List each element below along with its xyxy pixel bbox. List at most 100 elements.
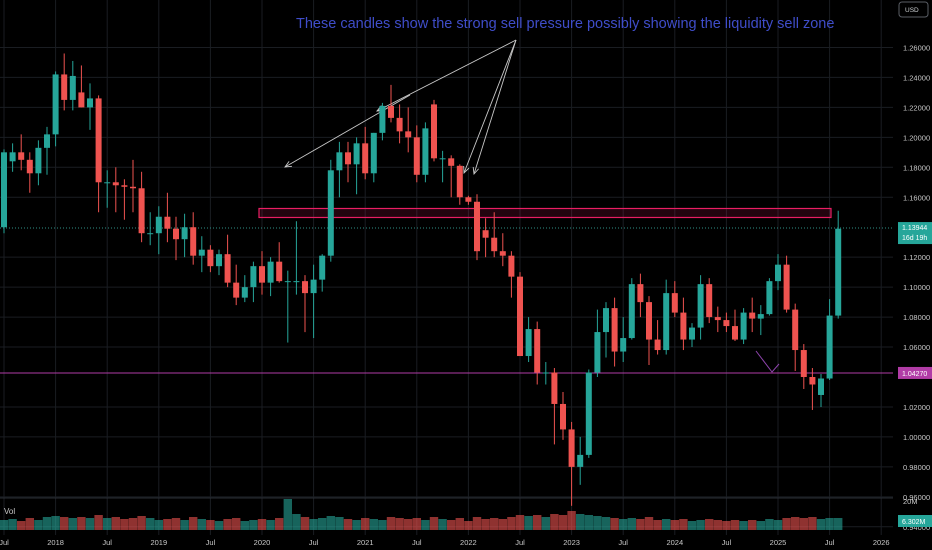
x-tick-label: Jul: [309, 538, 319, 547]
candle-body: [835, 228, 842, 316]
candle-body: [164, 216, 171, 229]
y-tick-label: 1.22000: [903, 103, 930, 112]
y-tick-label: 1.20000: [903, 133, 930, 142]
candle-body: [130, 186, 136, 189]
volume-bar: [765, 519, 774, 530]
candle-body: [525, 329, 532, 357]
volume-bar: [51, 516, 60, 530]
x-tick-label: 2021: [357, 538, 374, 547]
candle-body: [224, 254, 231, 283]
candle-body: [121, 185, 128, 187]
candle-body: [654, 339, 661, 351]
candle-body: [293, 281, 300, 283]
x-tick-label: 2020: [254, 538, 271, 547]
y-tick-label: 1.12000: [903, 253, 930, 262]
candle-body: [78, 92, 85, 108]
volume-bar: [799, 518, 808, 530]
candle-body: [413, 137, 420, 175]
candle-body: [370, 132, 377, 174]
volume-bar: [739, 521, 748, 530]
candle-body: [112, 182, 119, 186]
volume-bar: [438, 519, 447, 530]
y-tick-label: 1.24000: [903, 73, 930, 82]
candle-body: [362, 143, 369, 174]
y-axis: 1.26000 1.24000 1.22000 1.20000 1.18000 1.160…: [903, 43, 930, 531]
candle-body: [585, 372, 592, 455]
volume-bar: [464, 521, 473, 530]
candle-body: [431, 104, 437, 159]
volume-bar: [748, 520, 757, 530]
y-tick-label: 1.10000: [903, 283, 930, 292]
y-tick-label: 1.00000: [903, 433, 930, 442]
y-tick-label: 0.94000: [903, 523, 930, 532]
x-tick-label: 2023: [563, 538, 580, 547]
candle-body: [818, 378, 824, 395]
candle-body: [568, 429, 575, 467]
volume-bar: [834, 518, 843, 530]
volume-bar: [644, 517, 654, 530]
candle-body: [388, 105, 394, 118]
candle-body: [336, 152, 343, 171]
volume-bar: [670, 520, 679, 530]
candle-body: [52, 74, 59, 135]
candle-body: [319, 255, 326, 280]
candle-body: [706, 284, 713, 318]
candle-body: [104, 182, 111, 184]
volume-bar: [283, 499, 292, 530]
candle-body: [18, 152, 25, 160]
volume-bar: [550, 514, 559, 530]
volume-bar: [808, 517, 817, 530]
candle-body: [233, 282, 240, 298]
volume-bar: [378, 520, 387, 530]
candle-body: [714, 317, 721, 321]
annotation-arrow-line: [473, 39, 517, 175]
volume-bar: [0, 520, 9, 530]
candle-body: [26, 159, 33, 174]
volume-bar: [206, 520, 215, 530]
y-tick-label: 0.98000: [903, 463, 930, 472]
currency-button[interactable]: USD: [898, 1, 929, 18]
candle-body: [740, 312, 747, 340]
candle-body: [173, 228, 179, 240]
candle-body: [422, 128, 429, 175]
currency-button-box[interactable]: [898, 1, 929, 18]
volume-value-tag: [898, 515, 932, 527]
x-tick-label: Jul: [412, 538, 422, 547]
volume-bar: [490, 518, 499, 530]
annotation-arrow-head: [472, 166, 479, 176]
candle-body: [241, 287, 248, 298]
last-price-countdown: 16d 19h: [902, 235, 927, 242]
volume-bar: [524, 516, 533, 530]
candle-body: [198, 249, 205, 256]
x-tick-label: Jul: [722, 538, 732, 547]
volume-bar: [60, 517, 69, 530]
candle-body: [508, 255, 515, 277]
x-tick-label: 2025: [770, 538, 787, 547]
volume-bar: [447, 520, 456, 530]
volume-bar: [335, 517, 344, 530]
volume-bar: [292, 514, 301, 530]
sell-zone-rectangle[interactable]: [258, 207, 832, 219]
candle-body: [259, 266, 265, 283]
candle-body: [138, 188, 145, 234]
volume-bar: [326, 516, 335, 530]
volume-bar: [541, 517, 550, 530]
sell-zone[interactable]: [258, 207, 832, 219]
volume-bar: [791, 517, 800, 530]
volume-bar: [662, 519, 671, 530]
candle-body: [250, 266, 257, 288]
volume-bar: [180, 520, 189, 530]
volume-bar: [730, 520, 740, 530]
volume-bar: [481, 519, 490, 530]
annotation-text: These candles show the strong sell press…: [296, 16, 834, 32]
volume-bar: [197, 519, 206, 530]
volume-bar: [687, 521, 697, 530]
volume-bar: [515, 515, 525, 530]
candle-body: [637, 284, 644, 303]
candle-body: [345, 152, 351, 165]
candle-body: [1, 152, 7, 228]
volume-bar: [68, 518, 77, 530]
candle-body: [87, 98, 93, 108]
annotation-arrow-line: [463, 39, 517, 174]
